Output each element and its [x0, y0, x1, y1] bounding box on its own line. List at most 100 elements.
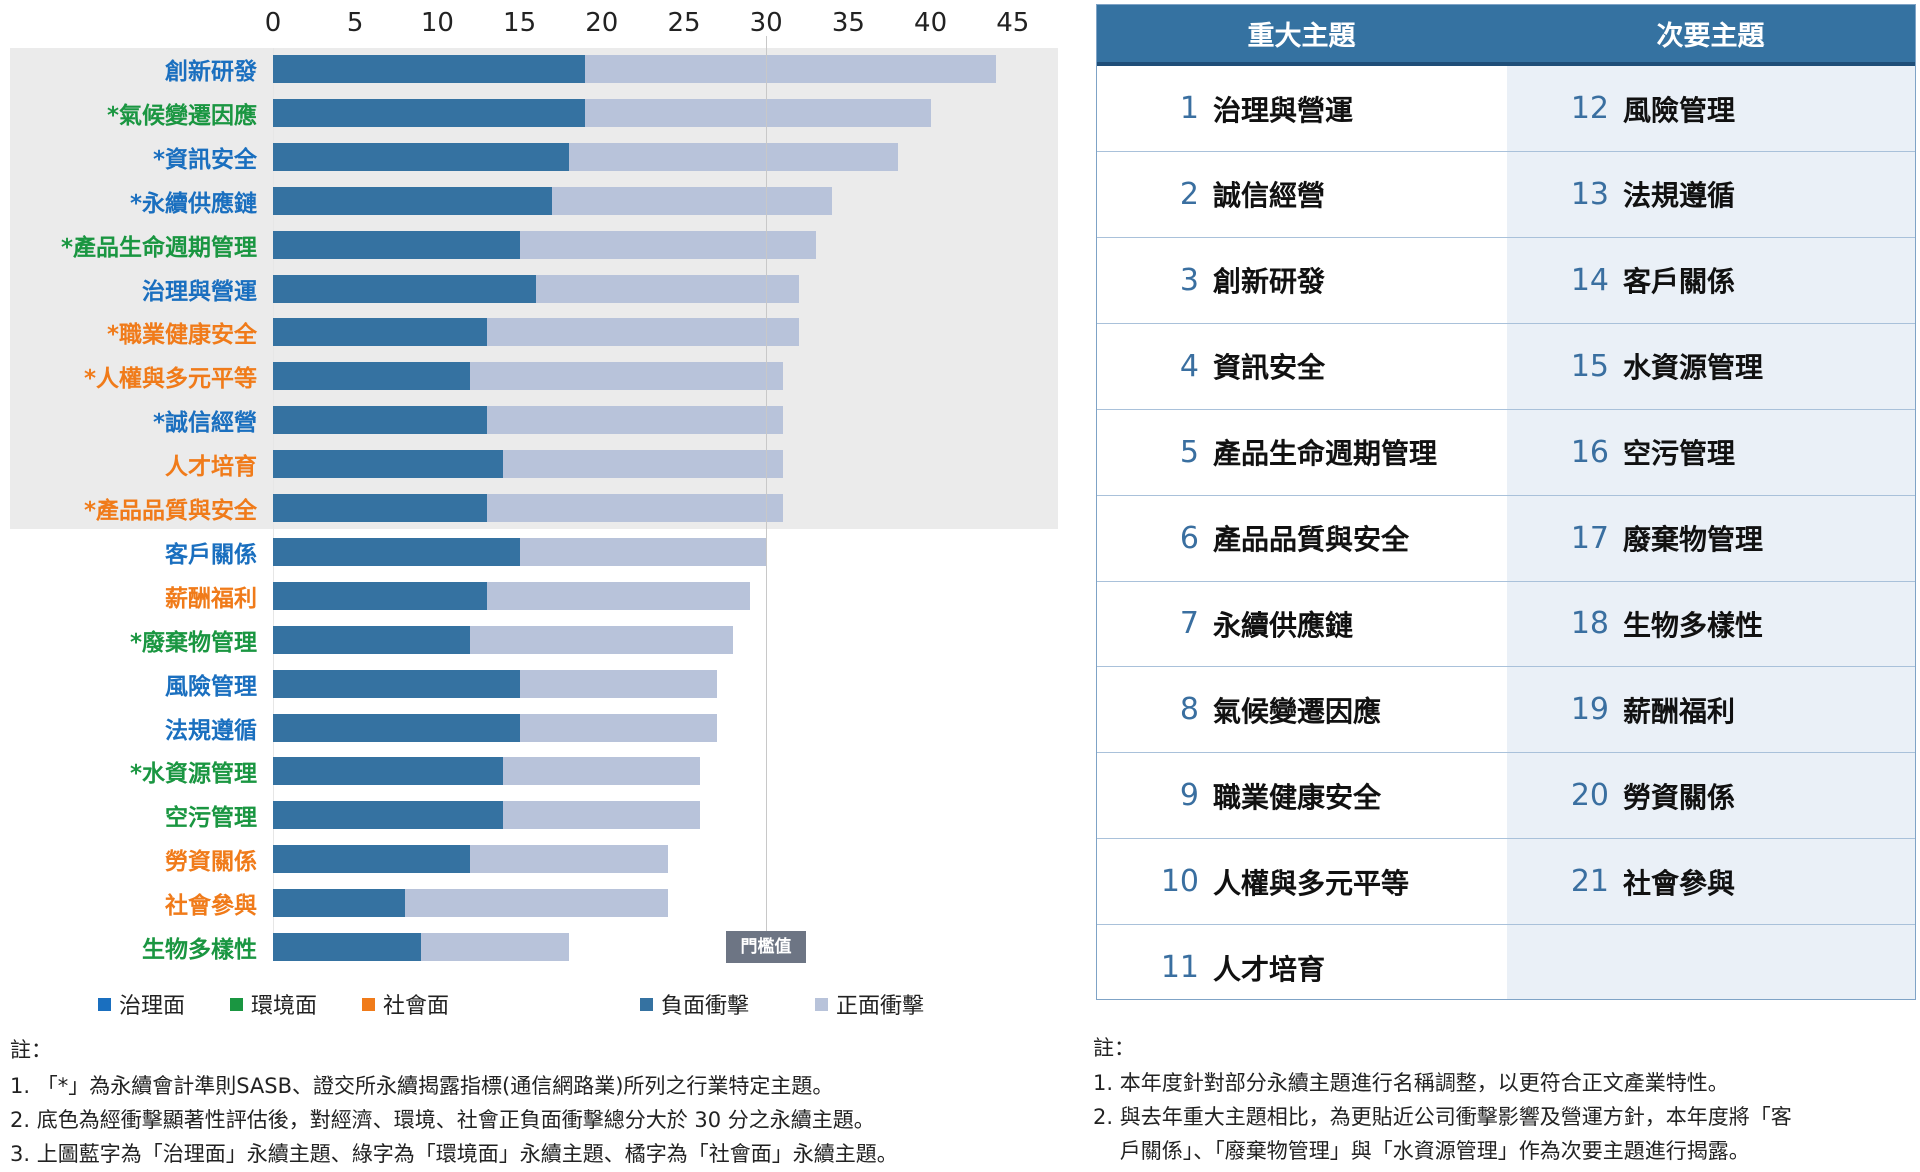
minor-topic: 13 法規遵循: [1557, 152, 1735, 237]
topic-number: 14: [1570, 262, 1609, 298]
minor-topic: 15 水資源管理: [1557, 324, 1763, 409]
bar-positive: [486, 318, 800, 347]
bar-positive: [503, 757, 701, 786]
bar-positive: [519, 230, 816, 259]
major-topic: 6 產品品質與安全: [1147, 496, 1409, 581]
note-line: 2. 與去年重大主題相比，為更貼近公司衝擊影響及營運方針，本年度將「客: [1093, 1105, 1792, 1129]
bar-positive: [519, 713, 717, 742]
category-label: *資訊安全: [152, 146, 257, 173]
x-tick-label: 20: [585, 8, 619, 38]
category-label: *水資源管理: [129, 761, 257, 788]
header-major: 重大主題: [1247, 21, 1356, 52]
topic-name: 產品品質與安全: [1213, 523, 1410, 556]
topic-name: 創新研發: [1213, 265, 1326, 299]
topic-name: 法規遵循: [1623, 179, 1736, 213]
major-topic: 8 氣候變遷因應: [1147, 667, 1381, 752]
bar-positive: [486, 406, 783, 435]
major-topic: 11 人才培育: [1147, 925, 1325, 1010]
table-row: 3 創新研發 14 客戶關係: [1097, 238, 1915, 324]
topic-name: 人權與多元平等: [1213, 866, 1410, 900]
minor-topic: 21 社會參與: [1557, 839, 1735, 924]
legend-label: 治理面: [119, 994, 186, 1019]
category-label: 創新研發: [165, 59, 257, 85]
legend-label: 環境面: [251, 994, 318, 1019]
category-label: 人才培育: [165, 454, 257, 481]
table-row: 7 永續供應鏈 18 生物多樣性: [1097, 581, 1915, 668]
bar-negative: [273, 757, 504, 786]
note-line: 1. 「*」為永續會計準則SASB、證交所永續揭露指標(通信網路業)所列之行業特…: [10, 1074, 834, 1098]
minor-column-bg: [1507, 66, 1915, 999]
bar-positive: [503, 801, 701, 830]
category-label: *職業健康安全: [106, 322, 257, 349]
category-label: 空污管理: [165, 805, 257, 832]
category-label: 風險管理: [165, 673, 257, 700]
topic-number: 21: [1570, 864, 1609, 900]
topic-name: 社會參與: [1623, 866, 1736, 900]
bar-negative: [273, 450, 504, 479]
x-tick-label: 30: [749, 8, 783, 38]
topic-name: 廢棄物管理: [1623, 523, 1764, 556]
bar-negative: [273, 230, 520, 259]
bar-positive: [536, 274, 800, 303]
legend-swatch: [230, 997, 243, 1011]
topic-number: 12: [1570, 91, 1609, 126]
topic-name: 勞資關係: [1623, 780, 1736, 814]
topic-name: 永續供應鏈: [1213, 608, 1354, 642]
minor-topic: 17 廢棄物管理: [1557, 496, 1763, 581]
topic-number: 13: [1570, 176, 1609, 212]
minor-topic: 18 生物多樣性: [1557, 581, 1763, 666]
bar-negative: [273, 406, 487, 435]
bar-positive: [486, 581, 750, 610]
topic-number: 5: [1179, 434, 1199, 470]
bar-positive: [568, 142, 898, 171]
bar-negative: [273, 537, 520, 566]
bar-negative: [273, 494, 487, 522]
bar-positive: [470, 362, 783, 391]
bar-negative: [273, 713, 520, 742]
topic-name: 誠信經營: [1213, 179, 1326, 213]
category-label: *永續供應鏈: [129, 190, 257, 217]
legend-item: 社會面: [362, 988, 449, 1020]
note-line: 1. 本年度針對部分永續主題進行名稱調整，以更符合正文產業特性。: [1093, 1071, 1729, 1095]
legend-swatch: [98, 997, 111, 1011]
bar-positive: [470, 845, 668, 874]
bar-negative: [273, 362, 471, 391]
legend-item: 負面衝擊: [640, 988, 749, 1020]
x-tick-label: 10: [420, 8, 454, 38]
topic-number: 19: [1570, 692, 1609, 728]
topic-number: 10: [1160, 864, 1199, 900]
minor-topic: 16 空污管理: [1557, 410, 1735, 495]
category-label: *誠信經營: [152, 410, 257, 437]
table-row: 2 誠信經營 13 法規遵循: [1097, 152, 1915, 238]
major-topic: 10 人權與多元平等: [1147, 839, 1409, 924]
category-label: *產品品質與安全: [83, 498, 257, 524]
table-row: 8 氣候變遷因應 19 薪酬福利: [1097, 667, 1915, 754]
note-title: 註：: [1093, 1036, 1135, 1060]
bar-negative: [273, 669, 520, 698]
bar-negative: [273, 801, 504, 830]
table-row: 6 產品品質與安全 17 廢棄物管理: [1097, 496, 1915, 582]
category-label: *產品生命週期管理: [60, 234, 257, 261]
legend-item: 正面衝擊: [815, 988, 924, 1020]
bar-positive: [486, 494, 783, 522]
threshold-line: [766, 36, 768, 932]
bar-negative: [273, 98, 586, 127]
topic-name: 氣候變遷因應: [1213, 694, 1382, 728]
note-line: 3. 上圖藍字為「治理面」永續主題、綠字為「環境面」永續主題、橘字為「社會面」永…: [10, 1142, 898, 1166]
table-row: 4 資訊安全 15 水資源管理: [1097, 324, 1915, 410]
topic-number: 11: [1160, 950, 1199, 985]
topic-number: 16: [1570, 434, 1609, 470]
category-label: 客戶關係: [165, 541, 257, 568]
bar-negative: [273, 142, 569, 171]
topic-number: 18: [1570, 606, 1609, 642]
topic-name: 水資源管理: [1623, 351, 1764, 385]
category-label: 社會參與: [165, 893, 257, 920]
topic-number: 6: [1179, 520, 1199, 556]
bar-negative: [273, 274, 537, 303]
category-label: *人權與多元平等: [83, 366, 257, 393]
bar-positive: [519, 669, 717, 698]
x-tick-label: 15: [503, 8, 537, 38]
bar-negative: [273, 318, 487, 347]
topic-number: 9: [1179, 778, 1199, 814]
topic-name: 職業健康安全: [1213, 780, 1382, 814]
